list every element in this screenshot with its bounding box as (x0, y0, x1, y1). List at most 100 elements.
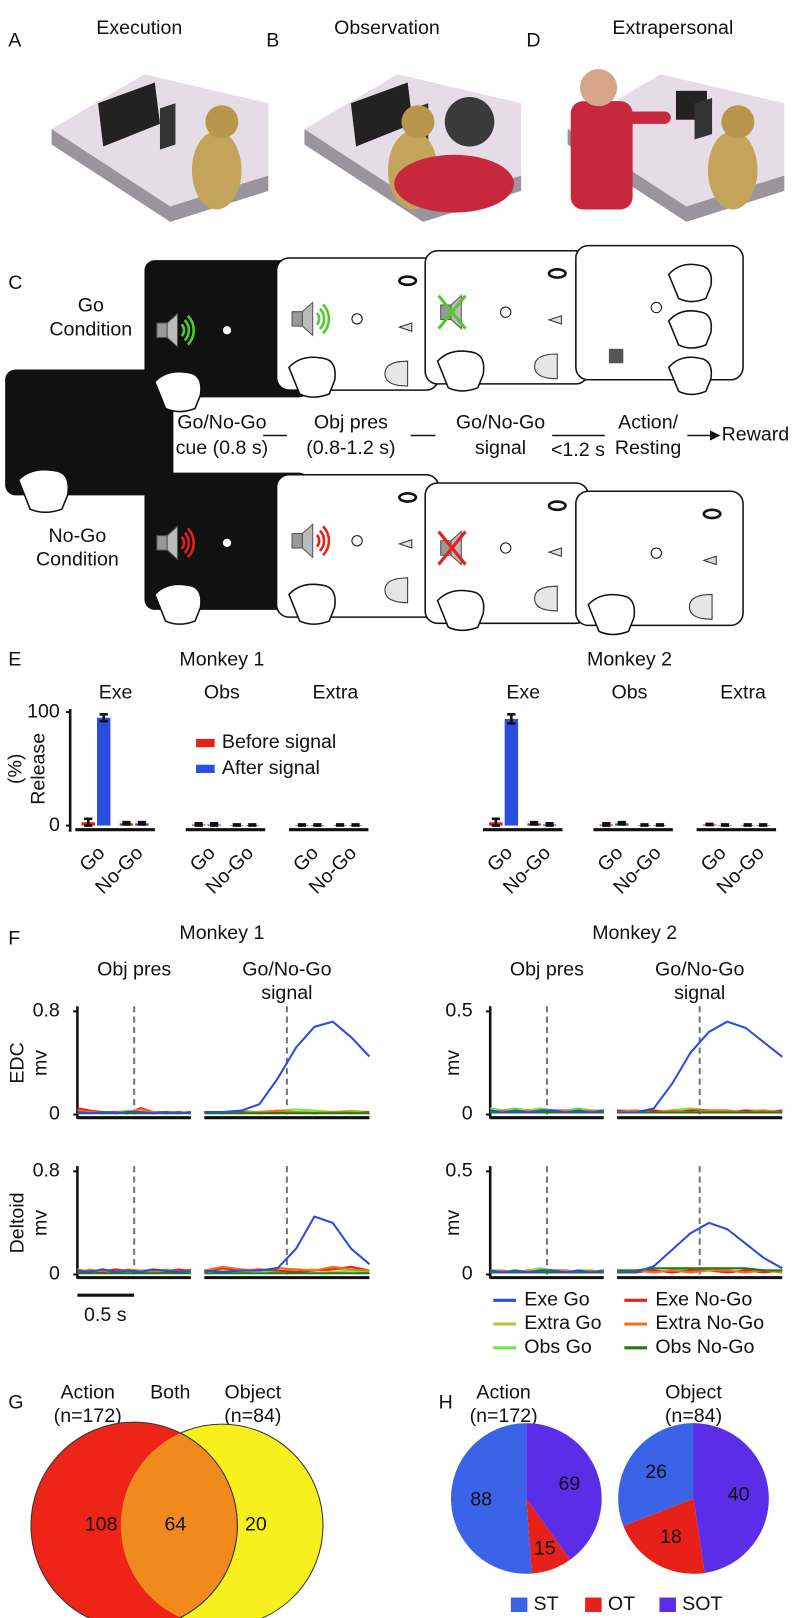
grasped-object (608, 348, 624, 364)
large-cone (534, 353, 558, 380)
error-bar (602, 822, 611, 827)
legend-label: Exe Go (524, 1288, 589, 1310)
pie-value-label: 15 (534, 1538, 556, 1560)
pie-title: (n=172) (470, 1405, 538, 1427)
person-head (579, 69, 618, 107)
emg-trace (77, 1268, 192, 1273)
error-bar (84, 817, 93, 827)
speaker (291, 311, 303, 327)
y-tick-label: 0 (462, 1103, 473, 1125)
monkey-title: Monkey 2 (592, 922, 677, 944)
monkey-head (205, 105, 239, 139)
group-title: Exe (506, 682, 540, 704)
y-tick-label: 0 (49, 814, 60, 836)
start-panel (5, 369, 174, 496)
timeline-label: Go/No-Go (456, 411, 545, 433)
error-bar (99, 713, 108, 723)
fixation-dot (650, 547, 663, 559)
speaker (156, 535, 168, 551)
monkey-body (191, 131, 242, 210)
error-bar (122, 820, 131, 826)
apparatus (350, 82, 413, 147)
sound-wave (183, 531, 191, 554)
apparatus (98, 82, 160, 147)
legend-label: Obs No-Go (655, 1336, 754, 1358)
event-label: signal (674, 982, 725, 1004)
monkey-title: Monkey 2 (587, 649, 672, 671)
speaker-cone (301, 523, 314, 559)
fixation-dot (351, 313, 363, 325)
emg-trace (204, 1020, 371, 1114)
panel-label: H (439, 1392, 453, 1414)
legend-label: OT (608, 1593, 635, 1615)
tone-label: High (153, 283, 193, 305)
panel-label: G (8, 1392, 23, 1414)
hand-icon (667, 310, 713, 349)
fixation-dot (222, 538, 232, 547)
condition-label: No-Go (49, 525, 107, 547)
error-bar (640, 823, 649, 827)
bar (504, 718, 519, 826)
venn-title: (n=172) (54, 1405, 122, 1427)
legend-swatch (196, 764, 215, 773)
error-bar (194, 822, 203, 827)
panel-title: Execution (96, 17, 182, 39)
emg-trace (617, 1269, 783, 1274)
timeline-label: Reward (722, 424, 790, 446)
timeline-label: Obj pres (314, 411, 388, 433)
group-title: Extra (720, 682, 766, 704)
event-label: Go/No-Go (242, 958, 331, 980)
y-axis-label: mv (442, 1210, 464, 1236)
fixation-dot (222, 326, 232, 335)
cross (437, 294, 467, 330)
error-bar (313, 823, 322, 827)
pie-slice (623, 1498, 705, 1574)
hand-icon (288, 583, 336, 625)
legend-swatch (510, 1597, 528, 1612)
speaker-cone (301, 301, 314, 337)
error-bar (545, 822, 554, 827)
pie-slice (526, 1423, 602, 1560)
error-bar (743, 823, 752, 827)
legend-label: After signal (222, 757, 320, 779)
y-axis-label: EDC (7, 1042, 29, 1083)
panel-label: A (8, 29, 22, 51)
emg-trace (204, 1215, 371, 1273)
error-bar (232, 823, 241, 827)
tone-label: Low (155, 496, 192, 518)
sound-wave (186, 527, 195, 559)
legend-label: SOT (682, 1593, 722, 1615)
event-label: Obj pres (510, 958, 584, 980)
task-panel (575, 490, 744, 627)
pie-title: Action (476, 1381, 530, 1403)
event-label: Obj pres (97, 958, 171, 980)
panel-title: Observation (334, 17, 440, 39)
y-tick-label: 0.5 (445, 1159, 472, 1181)
pie-value-label: 88 (470, 1488, 492, 1510)
fixation-dot (500, 306, 512, 318)
timeline-label: signal (475, 437, 526, 459)
monkey-body (707, 131, 758, 210)
legend-swatch (196, 738, 215, 748)
y-tick-label: 0 (462, 1263, 473, 1285)
small-cone (547, 547, 562, 557)
panel-label: E (8, 649, 21, 671)
speaker (156, 322, 168, 338)
timeline-label: cue (0.8 s) (176, 437, 269, 459)
group-title: Obs (204, 682, 240, 704)
error-bar (491, 817, 501, 827)
hand-icon (436, 589, 485, 632)
sound-wave (186, 314, 195, 346)
sound-wave (180, 536, 186, 550)
bar (97, 717, 111, 826)
legend-label: ST (534, 1593, 559, 1615)
error-bar (297, 823, 306, 827)
error-bar (137, 820, 147, 826)
panel-label: D (526, 29, 540, 51)
emg-trace (490, 1109, 604, 1114)
monkey-head (401, 105, 435, 139)
ring-object (702, 508, 722, 520)
sound-wave (315, 312, 321, 326)
sound-wave (322, 525, 331, 557)
error-bar (248, 823, 257, 827)
